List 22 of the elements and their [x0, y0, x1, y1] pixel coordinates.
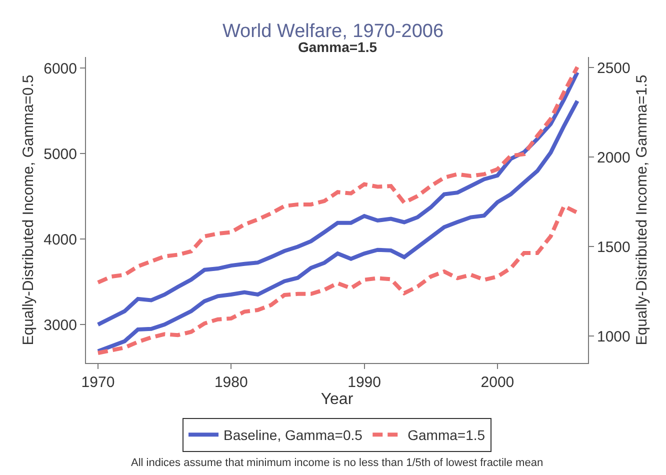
y-tick-label: 3000	[44, 316, 77, 334]
y-tick-label: 4000	[44, 231, 77, 248]
y-axis-title: Equally-Distributed Income, Gamma=0.5	[20, 74, 37, 346]
line-series	[96, 70, 580, 327]
line-series	[96, 65, 580, 284]
legend-label: Gamma=1.5	[408, 427, 486, 444]
line-series	[96, 204, 580, 355]
y2-tick-label: 2000	[597, 149, 630, 166]
x-tick-label: 1970	[81, 374, 115, 391]
x-axis-title: Year	[320, 391, 354, 408]
line-series	[96, 98, 580, 354]
text: All indices assume that minimum income is no less than 1/5th of lowest fractile mean	[131, 457, 544, 469]
y-tick-label: 6000	[44, 60, 77, 78]
x-tick-label: 1990	[348, 374, 381, 391]
y2-tick-label: 1500	[597, 238, 630, 256]
y-tick-label: 5000	[44, 146, 77, 163]
x-tick-label: 1980	[214, 374, 248, 391]
x-tick-label: 2000	[480, 374, 514, 391]
y2-tick-label: 2500	[597, 60, 630, 77]
y2-axis-title: Equally-Distributed Income, Gamma=1.5	[633, 74, 650, 346]
legend-label: Baseline, Gamma=0.5	[224, 427, 363, 444]
y2-tick-label: 1000	[597, 328, 630, 346]
